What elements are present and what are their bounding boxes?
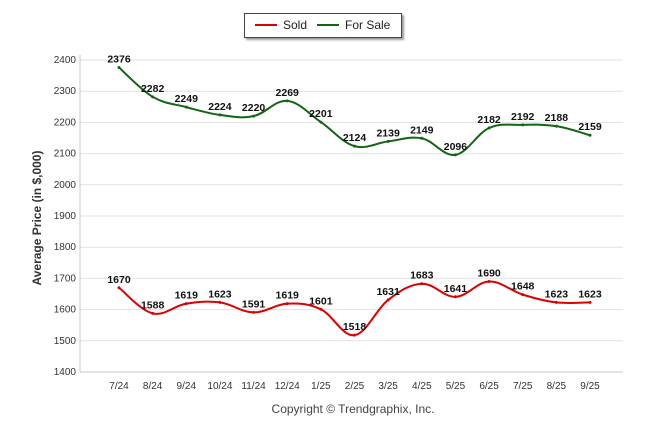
point-for-sale-3	[218, 113, 222, 117]
point-for-sale-6	[319, 120, 323, 124]
point-sold-4	[252, 310, 256, 314]
point-for-sale-5	[285, 99, 289, 103]
point-for-sale-12	[521, 123, 525, 127]
data-label-for-sale-2: 2249	[175, 93, 199, 105]
x-tick-label-7-24: 7/24	[109, 381, 129, 392]
y-tick-label-2000: 2000	[54, 180, 77, 191]
legend-swatch-for-sale	[317, 23, 339, 26]
data-label-sold-1: 1588	[141, 299, 165, 311]
data-label-for-sale-1: 2282	[141, 83, 165, 95]
x-tick-label-9-25: 9/25	[580, 381, 600, 392]
x-tick-label-3-25: 3/25	[378, 381, 398, 392]
point-sold-13	[554, 300, 558, 304]
point-for-sale-7	[353, 144, 356, 148]
y-tick-label-1600: 1600	[54, 305, 77, 316]
point-sold-0	[117, 286, 121, 290]
x-tick-label-6-25: 6/25	[479, 381, 499, 392]
data-label-sold-9: 1683	[410, 270, 434, 282]
data-label-for-sale-10: 2096	[444, 141, 468, 153]
x-tick-label-10-24: 10/24	[207, 381, 232, 392]
data-label-for-sale-5: 2269	[276, 87, 300, 99]
x-tick-label-2-25: 2/25	[345, 381, 365, 392]
data-label-sold-13: 1623	[545, 288, 569, 300]
data-label-sold-12: 1648	[511, 281, 535, 293]
data-label-sold-2: 1619	[175, 290, 199, 302]
point-sold-11	[487, 280, 491, 284]
data-label-for-sale-7: 2124	[343, 132, 367, 144]
point-sold-3	[218, 300, 222, 304]
data-label-for-sale-0: 2376	[107, 53, 131, 65]
y-tick-label-1900: 1900	[54, 211, 77, 222]
data-label-sold-11: 1690	[477, 268, 501, 280]
x-tick-label-1-25: 1/25	[311, 381, 331, 392]
data-label-sold-14: 1623	[578, 288, 602, 300]
data-label-sold-5: 1619	[276, 290, 300, 302]
point-sold-2	[184, 302, 188, 306]
y-tick-label-1400: 1400	[54, 367, 77, 378]
y-tick-label-2300: 2300	[54, 86, 77, 97]
data-label-sold-8: 1631	[376, 286, 400, 298]
point-sold-6	[319, 307, 323, 311]
y-tick-label-2400: 2400	[54, 55, 77, 66]
x-tick-label-11-24: 11/24	[241, 381, 266, 392]
data-label-sold-6: 1601	[309, 295, 333, 307]
point-for-sale-10	[453, 153, 457, 157]
legend-swatch-sold	[255, 23, 277, 26]
data-label-for-sale-14: 2159	[578, 121, 602, 133]
data-label-sold-7: 1518	[343, 321, 367, 333]
point-for-sale-4	[252, 114, 256, 118]
y-axis-label: Average Price (in $,000)	[30, 150, 44, 286]
copyright-footer: Copyright © Trendgraphix, Inc.	[271, 402, 435, 416]
data-label-sold-3: 1623	[208, 288, 232, 300]
data-label-for-sale-6: 2201	[309, 108, 333, 120]
point-for-sale-9	[420, 136, 424, 140]
point-for-sale-11	[487, 126, 491, 130]
legend-label-for-sale: For Sale	[345, 18, 391, 32]
point-for-sale-14	[588, 133, 592, 137]
point-for-sale-2	[184, 105, 188, 109]
x-tick-label-7-25: 7/25	[513, 381, 533, 392]
data-label-for-sale-11: 2182	[477, 114, 501, 126]
point-sold-9	[420, 282, 424, 286]
legend-label-sold: Sold	[283, 18, 308, 32]
legend-item-sold: Sold	[255, 18, 307, 32]
point-sold-1	[151, 311, 155, 315]
point-sold-7	[353, 333, 356, 337]
data-label-sold-10: 1641	[444, 283, 468, 295]
point-for-sale-1	[151, 95, 155, 99]
data-label-for-sale-3: 2224	[208, 101, 232, 113]
x-tick-label-12-24: 12/24	[275, 381, 300, 392]
point-for-sale-0	[117, 65, 121, 69]
x-tick-label-9-24: 9/24	[177, 381, 197, 392]
y-tick-label-1800: 1800	[54, 242, 77, 253]
data-label-sold-4: 1591	[242, 298, 266, 310]
point-sold-14	[588, 300, 592, 304]
x-tick-label-8-25: 8/25	[547, 381, 567, 392]
y-tick-label-1700: 1700	[54, 273, 77, 284]
point-sold-10	[453, 295, 457, 299]
y-tick-label-1500: 1500	[54, 336, 77, 347]
point-for-sale-13	[554, 124, 558, 128]
legend-item-for-sale: For Sale	[317, 18, 390, 32]
data-label-for-sale-4: 2220	[242, 102, 266, 114]
x-tick-label-8-24: 8/24	[143, 381, 163, 392]
y-tick-label-2200: 2200	[54, 117, 77, 128]
point-sold-12	[521, 293, 525, 297]
point-for-sale-8	[386, 139, 390, 143]
data-label-for-sale-9: 2149	[410, 124, 434, 136]
y-tick-label-2100: 2100	[54, 149, 77, 160]
x-tick-label-5-25: 5/25	[446, 381, 466, 392]
x-tick-label-4-25: 4/25	[412, 381, 432, 392]
point-sold-5	[285, 302, 289, 306]
point-sold-8	[386, 298, 390, 302]
data-label-for-sale-13: 2188	[545, 112, 569, 124]
data-label-for-sale-8: 2139	[376, 127, 400, 139]
data-label-sold-0: 1670	[107, 274, 131, 286]
data-label-for-sale-12: 2192	[511, 111, 535, 123]
legend: Sold For Sale	[244, 13, 402, 38]
